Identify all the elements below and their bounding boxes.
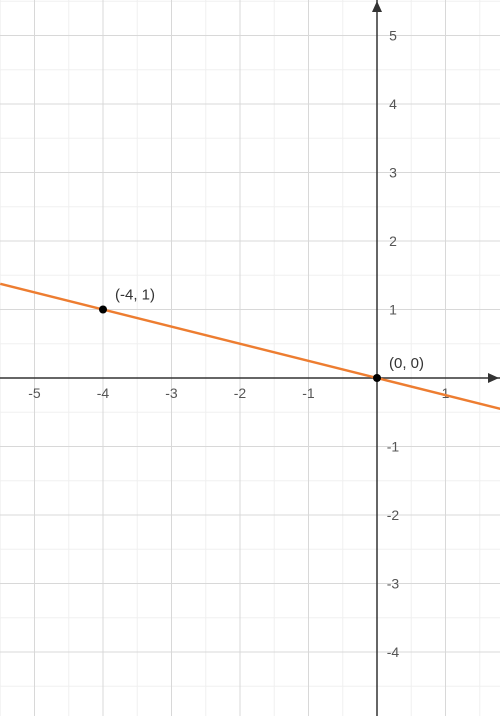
y-tick-label: -4 bbox=[387, 644, 400, 660]
y-tick-label: 5 bbox=[389, 28, 397, 44]
y-tick-label: -3 bbox=[387, 576, 400, 592]
point-label: (0, 0) bbox=[389, 355, 424, 372]
x-tick-label: -5 bbox=[28, 385, 41, 401]
y-tick-label: -2 bbox=[387, 507, 400, 523]
plot-point bbox=[99, 306, 107, 314]
point-label: (-4, 1) bbox=[115, 287, 155, 304]
y-tick-label: -1 bbox=[387, 439, 400, 455]
x-axis-arrow bbox=[488, 373, 499, 383]
x-tick-label: -4 bbox=[97, 385, 110, 401]
x-tick-label: -2 bbox=[234, 385, 247, 401]
plot-line bbox=[0, 284, 500, 409]
y-tick-label: 1 bbox=[389, 302, 397, 318]
plot-point bbox=[373, 374, 381, 382]
graph-svg: -5 -4 -3 -2 -1 1 -4 -3 -2 -1 1 2 3 4 5 (-4, 1) (0, 0) bbox=[0, 0, 500, 716]
y-tick-label: 4 bbox=[389, 96, 397, 112]
coordinate-graph: -5 -4 -3 -2 -1 1 -4 -3 -2 -1 1 2 3 4 5 (-4, 1) (0, 0) bbox=[0, 0, 500, 716]
x-tick-label: -3 bbox=[165, 385, 178, 401]
y-tick-label: 3 bbox=[389, 165, 397, 181]
x-tick-label: -1 bbox=[302, 385, 315, 401]
x-tick-label: 1 bbox=[442, 385, 450, 401]
y-axis-arrow bbox=[372, 1, 382, 12]
y-tick-label: 2 bbox=[389, 233, 397, 249]
